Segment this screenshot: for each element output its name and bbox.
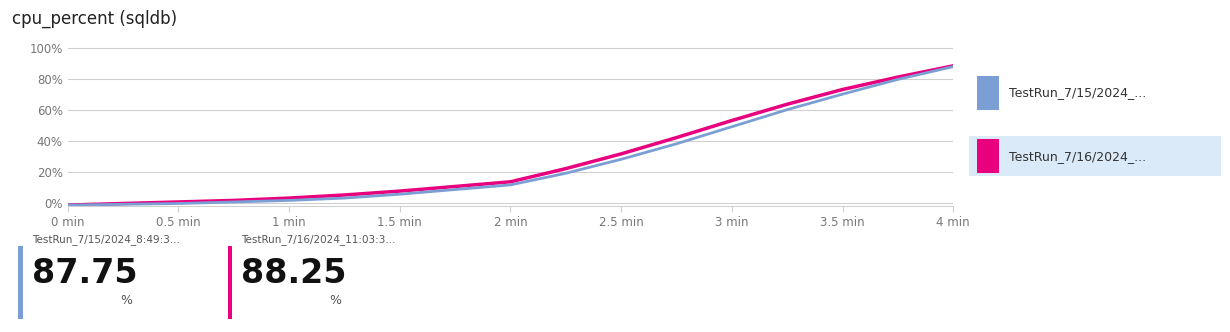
Text: TestRun_7/16/2024_...: TestRun_7/16/2024_... [1009, 149, 1145, 163]
Text: cpu_percent (sqldb): cpu_percent (sqldb) [12, 10, 177, 28]
Text: %: % [330, 294, 342, 307]
Text: %: % [121, 294, 133, 307]
Text: 88.25: 88.25 [241, 257, 347, 290]
Text: TestRun_7/15/2024_...: TestRun_7/15/2024_... [1009, 86, 1146, 100]
Text: TestRun_7/16/2024_11:03:3...: TestRun_7/16/2024_11:03:3... [241, 234, 396, 245]
Text: TestRun_7/15/2024_8:49:3...: TestRun_7/15/2024_8:49:3... [32, 234, 180, 245]
Text: 87.75: 87.75 [32, 257, 138, 290]
